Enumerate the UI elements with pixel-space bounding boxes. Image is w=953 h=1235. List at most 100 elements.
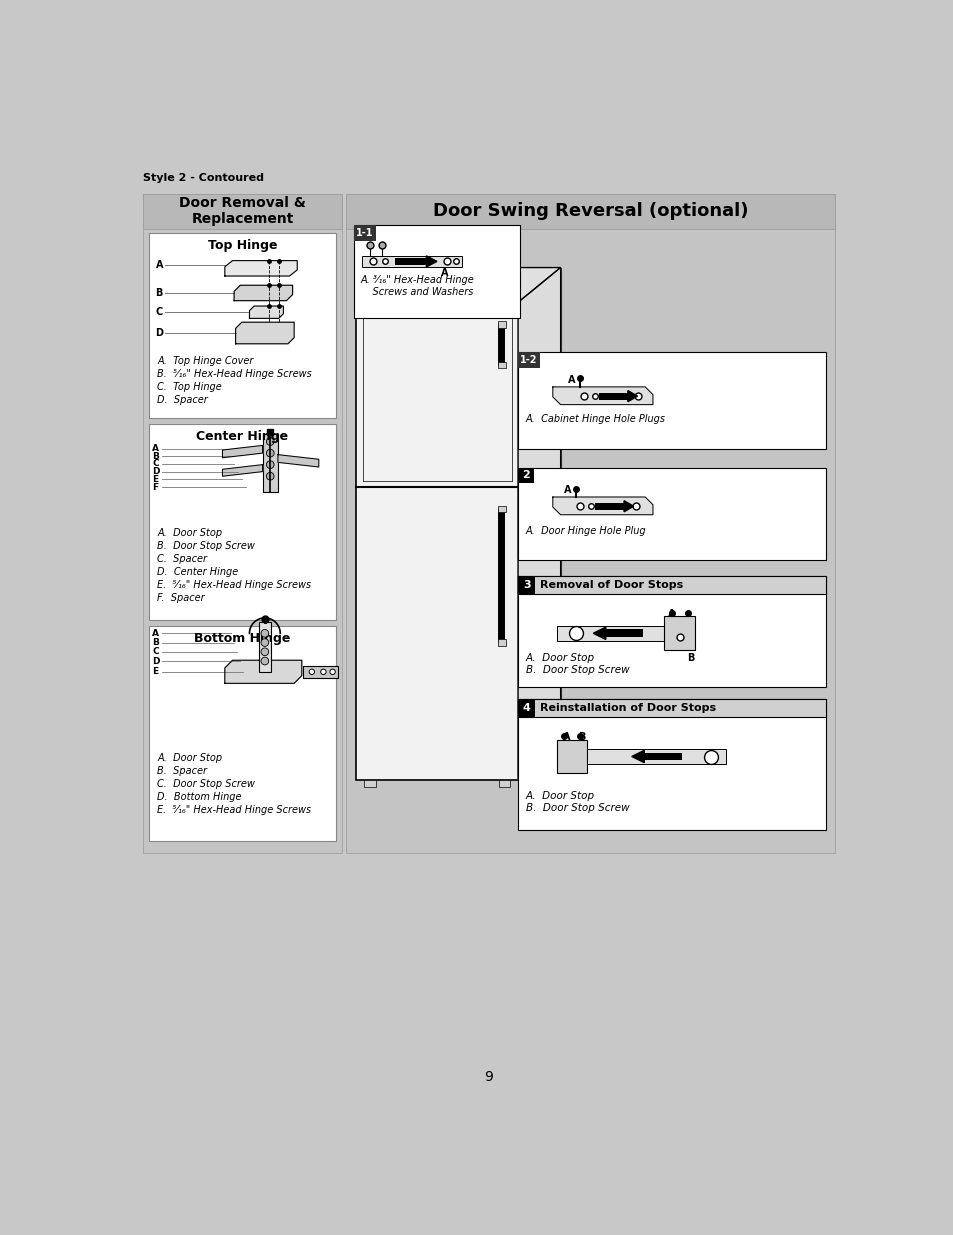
Polygon shape — [631, 751, 643, 763]
Text: C: C — [155, 308, 163, 317]
Text: C: C — [152, 459, 159, 468]
Polygon shape — [250, 306, 283, 319]
Bar — [605, 630, 642, 637]
Bar — [346, 194, 834, 228]
Circle shape — [320, 669, 326, 674]
Circle shape — [266, 450, 274, 457]
Text: Door Swing Reversal (optional): Door Swing Reversal (optional) — [433, 203, 747, 220]
Polygon shape — [235, 322, 294, 343]
Text: 9: 9 — [484, 1070, 493, 1084]
Bar — [258, 621, 271, 672]
Bar — [262, 433, 277, 492]
Text: Bottom Hinge: Bottom Hinge — [194, 632, 291, 645]
Bar — [643, 752, 681, 761]
Text: 2: 2 — [521, 471, 529, 480]
Polygon shape — [277, 454, 318, 467]
Polygon shape — [552, 387, 652, 405]
Circle shape — [330, 669, 335, 674]
Circle shape — [266, 437, 274, 446]
Circle shape — [261, 630, 269, 637]
Circle shape — [261, 657, 269, 664]
Bar — [517, 468, 533, 483]
Text: C.  Door Stop Screw: C. Door Stop Screw — [157, 779, 254, 789]
Text: B: B — [578, 732, 585, 742]
Text: B.  ⁵⁄₁₆" Hex-Head Hinge Screws: B. ⁵⁄₁₆" Hex-Head Hinge Screws — [157, 369, 312, 379]
Bar — [354, 225, 375, 241]
Polygon shape — [552, 496, 652, 515]
Text: A: A — [568, 375, 575, 385]
Text: D: D — [152, 467, 160, 477]
Circle shape — [266, 461, 274, 468]
Polygon shape — [233, 285, 293, 300]
Text: F: F — [152, 483, 158, 492]
Text: C.  Spacer: C. Spacer — [157, 555, 207, 564]
Text: B: B — [155, 288, 163, 298]
Text: A.  Cabinet Hinge Hole Plugs: A. Cabinet Hinge Hole Plugs — [525, 414, 665, 424]
Circle shape — [261, 648, 269, 656]
Polygon shape — [623, 500, 633, 511]
Text: Reinstallation of Door Stops: Reinstallation of Door Stops — [539, 703, 715, 713]
Bar — [150, 424, 335, 620]
Bar — [143, 194, 341, 228]
Polygon shape — [426, 256, 436, 267]
Circle shape — [309, 669, 314, 674]
Bar — [497, 321, 505, 327]
Bar — [517, 576, 825, 594]
Bar — [150, 626, 335, 841]
Text: B.  Spacer: B. Spacer — [157, 766, 207, 776]
Bar — [517, 699, 825, 830]
Text: 3: 3 — [522, 579, 530, 590]
Text: A.  Door Stop: A. Door Stop — [157, 752, 222, 763]
Circle shape — [266, 472, 274, 480]
Bar — [517, 576, 535, 594]
Text: D: D — [152, 657, 160, 666]
Text: D.  Spacer: D. Spacer — [157, 395, 208, 405]
Text: B.  Door Stop Screw: B. Door Stop Screw — [525, 804, 629, 814]
Text: B.  Door Stop Screw: B. Door Stop Screw — [157, 541, 254, 551]
Bar — [303, 666, 337, 678]
Text: E: E — [152, 474, 158, 484]
Circle shape — [261, 638, 269, 646]
Polygon shape — [222, 464, 262, 477]
Text: A: A — [564, 485, 571, 495]
Text: Center Hinge: Center Hinge — [196, 430, 289, 443]
Text: D: D — [155, 329, 163, 338]
Text: E.  ⁵⁄₁₆" Hex-Head Hinge Screws: E. ⁵⁄₁₆" Hex-Head Hinge Screws — [157, 805, 311, 815]
Bar — [664, 616, 695, 651]
Polygon shape — [627, 390, 637, 401]
Text: E.  ⁵⁄₁₆" Hex-Head Hinge Screws: E. ⁵⁄₁₆" Hex-Head Hinge Screws — [157, 580, 311, 590]
Bar — [517, 699, 535, 718]
Text: A.  Top Hinge Cover: A. Top Hinge Cover — [157, 356, 253, 366]
Text: 1-2: 1-2 — [519, 354, 537, 366]
Bar — [497, 362, 505, 368]
Text: D.  Center Hinge: D. Center Hinge — [157, 567, 238, 577]
Bar — [346, 194, 834, 852]
Bar — [497, 506, 505, 513]
Text: A.  Door Stop: A. Door Stop — [157, 527, 222, 537]
Text: B: B — [152, 452, 159, 461]
Text: B: B — [152, 638, 159, 647]
Text: A.  Door Stop: A. Door Stop — [525, 652, 595, 662]
Bar — [517, 699, 825, 718]
Text: A. ³⁄₁₆" Hex-Head Hinge
    Screws and Washers: A. ³⁄₁₆" Hex-Head Hinge Screws and Washe… — [360, 275, 474, 296]
Text: B.  Door Stop Screw: B. Door Stop Screw — [525, 664, 629, 674]
Text: D.  Bottom Hinge: D. Bottom Hinge — [157, 792, 241, 802]
Bar — [497, 640, 505, 646]
Bar — [361, 256, 461, 267]
Text: Top Hinge: Top Hinge — [208, 240, 277, 252]
Text: A: A — [441, 268, 448, 278]
Text: A.  Door Stop: A. Door Stop — [525, 792, 595, 802]
Bar — [557, 626, 695, 641]
Bar — [356, 303, 517, 779]
Bar — [587, 748, 725, 764]
Bar — [557, 740, 587, 773]
Bar — [395, 258, 426, 264]
Text: A: A — [562, 732, 570, 742]
Text: 1-1: 1-1 — [355, 228, 374, 238]
Bar — [150, 233, 335, 417]
Polygon shape — [225, 261, 297, 275]
Bar — [398, 268, 560, 745]
Text: B: B — [687, 652, 694, 662]
Polygon shape — [222, 446, 262, 458]
Bar — [143, 194, 341, 852]
